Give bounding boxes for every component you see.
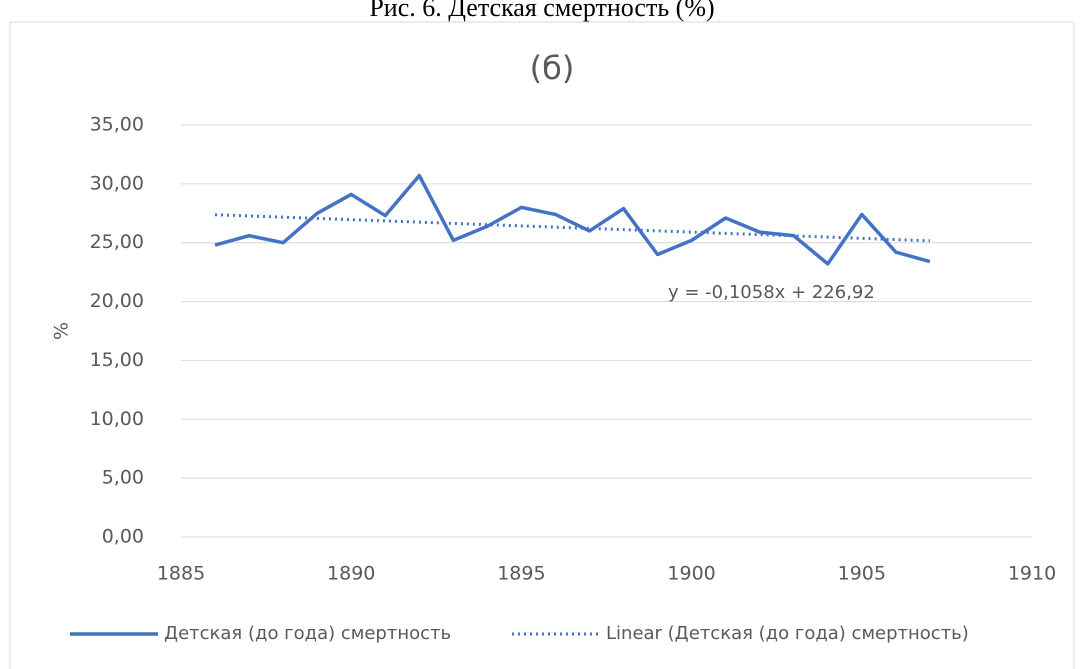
chart-frame [9, 21, 1075, 669]
x-tick-label: 1910 [1008, 563, 1056, 585]
x-tick-label: 1890 [327, 563, 375, 585]
y-tick-label: 25,00 [90, 231, 144, 253]
legend-label: Linear (Детская (до года) смертность) [606, 623, 969, 644]
y-tick-label: 20,00 [90, 290, 144, 312]
x-tick-label: 1900 [667, 563, 715, 585]
y-tick-label: 30,00 [90, 172, 144, 194]
y-axis-label: % [51, 322, 73, 340]
y-tick-label: 35,00 [90, 114, 144, 136]
y-tick-label: 15,00 [90, 349, 144, 371]
legend-label: Детская (до года) смертность [164, 623, 451, 644]
trend-equation: y = -0,1058x + 226,92 [668, 282, 875, 303]
x-tick-label: 1895 [497, 563, 545, 585]
y-tick-label: 10,00 [90, 408, 144, 430]
y-tick-label: 5,00 [102, 467, 144, 489]
y-tick-label: 0,00 [102, 526, 144, 548]
x-tick-label: 1885 [157, 563, 205, 585]
caption: Рис. 6. Детская смертность (%) [369, 0, 714, 22]
data-line [214, 173, 931, 266]
x-tick-label: 1905 [838, 563, 886, 585]
chart-title: (б) [530, 49, 575, 87]
